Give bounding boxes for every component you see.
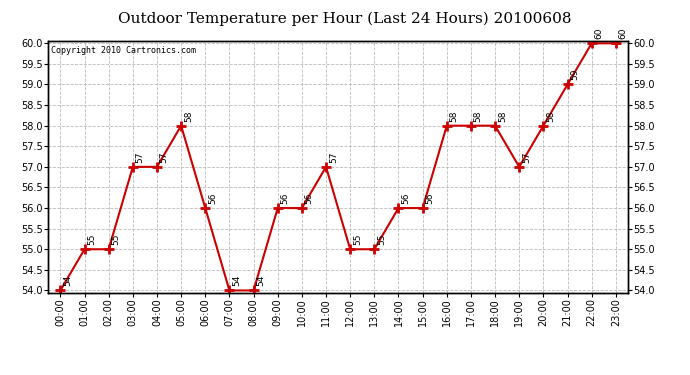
Text: 57: 57 (160, 151, 169, 163)
Text: 55: 55 (88, 234, 97, 245)
Text: 56: 56 (305, 192, 314, 204)
Text: Copyright 2010 Cartronics.com: Copyright 2010 Cartronics.com (51, 46, 196, 55)
Text: 57: 57 (136, 151, 145, 163)
Text: 56: 56 (426, 192, 435, 204)
Text: 54: 54 (233, 275, 241, 286)
Text: 54: 54 (257, 275, 266, 286)
Text: 56: 56 (208, 192, 217, 204)
Text: 58: 58 (546, 110, 555, 122)
Text: 57: 57 (522, 151, 531, 163)
Text: Outdoor Temperature per Hour (Last 24 Hours) 20100608: Outdoor Temperature per Hour (Last 24 Ho… (118, 11, 572, 26)
Text: 59: 59 (571, 69, 580, 80)
Text: 56: 56 (402, 192, 411, 204)
Text: 58: 58 (450, 110, 459, 122)
Text: 60: 60 (595, 28, 604, 39)
Text: 55: 55 (353, 234, 362, 245)
Text: 57: 57 (329, 151, 338, 163)
Text: 56: 56 (281, 192, 290, 204)
Text: 54: 54 (63, 275, 72, 286)
Text: 58: 58 (184, 110, 193, 122)
Text: 55: 55 (112, 234, 121, 245)
Text: 60: 60 (619, 28, 628, 39)
Text: 58: 58 (498, 110, 507, 122)
Text: 58: 58 (474, 110, 483, 122)
Text: 55: 55 (377, 234, 386, 245)
